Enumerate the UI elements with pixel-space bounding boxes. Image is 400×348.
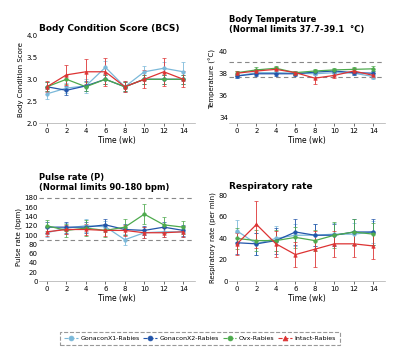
Legend: GonaconX1-Rabies, GonaconX2-Rabies, Ovx-Rabies, Intact-Rabies: GonaconX1-Rabies, GonaconX2-Rabies, Ovx-…	[60, 332, 340, 345]
X-axis label: Time (wk): Time (wk)	[288, 136, 326, 145]
Text: Body Temperature
(Normal limits 37.7-39.1  °C): Body Temperature (Normal limits 37.7-39.…	[229, 15, 364, 34]
X-axis label: Time (wk): Time (wk)	[98, 136, 136, 145]
X-axis label: Time (wk): Time (wk)	[98, 294, 136, 303]
Text: Pulse rate (P)
(Normal limits 90-180 bpm): Pulse rate (P) (Normal limits 90-180 bpm…	[39, 173, 170, 192]
Text: Body Condition Score (BCS): Body Condition Score (BCS)	[39, 24, 180, 33]
X-axis label: Time (wk): Time (wk)	[288, 294, 326, 303]
Y-axis label: Temperature (°C): Temperature (°C)	[209, 49, 216, 109]
Y-axis label: Pulse rate (bpm): Pulse rate (bpm)	[15, 208, 22, 266]
Text: Respiratory rate: Respiratory rate	[229, 182, 313, 191]
Y-axis label: Respiratory rate (per min): Respiratory rate (per min)	[210, 192, 216, 283]
Y-axis label: Body Condition Score: Body Condition Score	[18, 42, 24, 117]
